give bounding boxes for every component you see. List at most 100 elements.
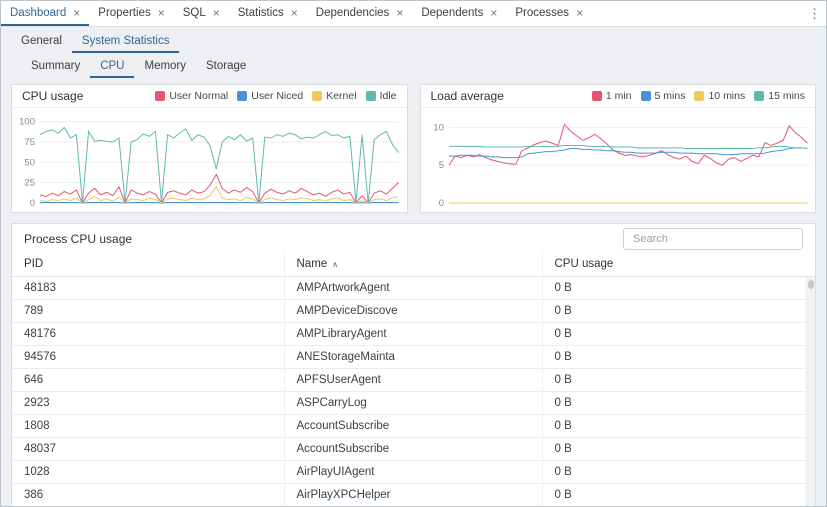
process-table-body: 48183 AMPArtworkAgent 0 B 789 AMPDeviceDisco…	[12, 276, 815, 506]
table-cell: 48183	[12, 276, 285, 300]
close-icon[interactable]: ×	[576, 5, 584, 20]
table-cell: 789	[12, 299, 285, 323]
process-table-title: Process CPU usage	[24, 231, 133, 246]
legend-swatch-icon	[694, 91, 705, 101]
tab-properties[interactable]: Properties ×	[89, 1, 173, 26]
table-cell: 386	[12, 483, 285, 506]
table-row[interactable]: 48176 AMPLibraryAgent 0 B	[12, 322, 815, 346]
table-row[interactable]: 1028 AirPlayUIAgent 0 B	[12, 460, 815, 484]
tab-summary[interactable]: Summary	[31, 60, 81, 72]
tab-memory[interactable]: Memory	[144, 60, 187, 72]
tab-label: Statistics	[237, 6, 284, 19]
tab-dependencies[interactable]: Dependencies ×	[307, 1, 413, 26]
load-average-header: Load average 1 min 5 mins 10 mins	[420, 85, 815, 108]
table-cell: AccountSubscribe	[284, 437, 543, 461]
legend-item: Idle	[365, 90, 397, 102]
table-cell: 94576	[12, 345, 285, 369]
load-average-legend: 1 min 5 mins 10 mins 15 mins	[591, 90, 805, 102]
svg-text:5: 5	[438, 160, 443, 171]
tab-label: Dependents	[421, 6, 484, 19]
legend-label: User Normal	[169, 90, 229, 102]
close-icon[interactable]: ×	[157, 5, 165, 20]
scrollbar-thumb[interactable]	[808, 280, 814, 289]
table-row[interactable]: 1808 AccountSubscribe 0 B	[12, 414, 815, 438]
table-cell: AirPlayXPCHelper	[284, 483, 543, 506]
table-cell: 0 B	[542, 276, 815, 300]
legend-swatch-icon	[237, 91, 248, 101]
column-header-cpu-usage[interactable]: CPU usage	[542, 253, 815, 277]
table-cell: AMPLibraryAgent	[284, 322, 543, 346]
table-header-row: PID Name ∧ CPU usage	[12, 253, 815, 277]
table-row[interactable]: 386 AirPlayXPCHelper 0 B	[12, 483, 815, 506]
svg-text:75: 75	[24, 137, 35, 148]
tab-storage[interactable]: Storage	[206, 60, 247, 72]
tab-label: Dependencies	[315, 6, 390, 19]
table-cell: 0 B	[542, 322, 815, 346]
tab-general[interactable]: General	[21, 35, 62, 47]
close-icon[interactable]: ×	[73, 5, 81, 20]
cpu-usage-panel: CPU usage User Normal User Niced Kern	[11, 84, 408, 213]
dashboard-content: General System Statistics Summary CPU Me…	[1, 27, 826, 506]
table-cell: 0 B	[542, 299, 815, 323]
close-icon[interactable]: ×	[490, 5, 498, 20]
table-cell: 0 B	[542, 414, 815, 438]
table-row[interactable]: 48183 AMPArtworkAgent 0 B	[12, 276, 815, 300]
tab-dependents[interactable]: Dependents ×	[412, 1, 506, 26]
tab-label: Dashboard	[10, 6, 67, 19]
sort-asc-icon: ∧	[332, 260, 339, 270]
table-row[interactable]: 789 AMPDeviceDiscove 0 B	[12, 299, 815, 323]
legend-item: 10 mins	[694, 90, 745, 102]
table-cell: 48037	[12, 437, 285, 461]
table-cell: AMPDeviceDiscove	[284, 299, 543, 323]
table-cell: 2923	[12, 391, 285, 415]
main-tabbar: Dashboard × Properties × SQL × Statistic…	[1, 1, 826, 27]
table-cell: 1808	[12, 414, 285, 438]
legend-label: Kernel	[326, 90, 357, 102]
legend-item: 15 mins	[754, 90, 805, 102]
table-cell: AirPlayUIAgent	[284, 460, 543, 484]
column-header-name[interactable]: Name ∧	[284, 253, 543, 277]
tab-sql[interactable]: SQL ×	[174, 1, 229, 26]
load-average-panel: Load average 1 min 5 mins 10 mins	[419, 84, 816, 213]
tab-system-statistics[interactable]: System Statistics	[71, 31, 180, 53]
svg-text:25: 25	[24, 178, 35, 189]
table-row[interactable]: 2923 ASPCarryLog 0 B	[12, 391, 815, 415]
table-cell: 646	[12, 368, 285, 392]
close-icon[interactable]: ×	[396, 5, 404, 20]
legend-item: 5 mins	[640, 90, 685, 102]
column-header-pid[interactable]: PID	[12, 253, 285, 277]
legend-swatch-icon	[640, 91, 651, 101]
search-input[interactable]	[623, 227, 803, 250]
table-cell: ANEStorageMainta	[284, 345, 543, 369]
tab-statistics[interactable]: Statistics ×	[229, 1, 307, 26]
table-cell: AMPArtworkAgent	[284, 276, 543, 300]
close-icon[interactable]: ×	[290, 5, 298, 20]
table-cell: APFSUserAgent	[284, 368, 543, 392]
table-cell: 1028	[12, 460, 285, 484]
kebab-menu-icon[interactable]: ⋮	[808, 6, 821, 21]
table-row[interactable]: 94576 ANEStorageMainta 0 B	[12, 345, 815, 369]
svg-text:100: 100	[19, 117, 35, 128]
legend-label: 1 min	[605, 90, 632, 102]
tab-cpu[interactable]: CPU	[90, 56, 135, 78]
table-cell: 0 B	[542, 391, 815, 415]
load-average-title: Load average	[430, 89, 504, 103]
cpu-usage-chart: 0 25 50 75 100	[19, 117, 399, 209]
legend-swatch-icon	[754, 91, 765, 101]
legend-item: 1 min	[591, 90, 632, 102]
table-cell: 48176	[12, 322, 285, 346]
table-cell: AccountSubscribe	[284, 414, 543, 438]
table-cell: ASPCarryLog	[284, 391, 543, 415]
vertical-scrollbar[interactable]	[806, 277, 815, 506]
system-statistics-tabs: Summary CPU Memory Storage	[1, 53, 826, 78]
legend-label: 10 mins	[708, 90, 746, 102]
table-row[interactable]: 48037 AccountSubscribe 0 B	[12, 437, 815, 461]
tab-dashboard[interactable]: Dashboard ×	[1, 1, 90, 26]
legend-swatch-icon	[365, 91, 376, 101]
tab-processes[interactable]: Processes ×	[506, 1, 592, 26]
close-icon[interactable]: ×	[212, 5, 220, 20]
cpu-usage-title: CPU usage	[22, 89, 84, 103]
table-row[interactable]: 646 APFSUserAgent 0 B	[12, 368, 815, 392]
tab-label: SQL	[182, 6, 206, 19]
